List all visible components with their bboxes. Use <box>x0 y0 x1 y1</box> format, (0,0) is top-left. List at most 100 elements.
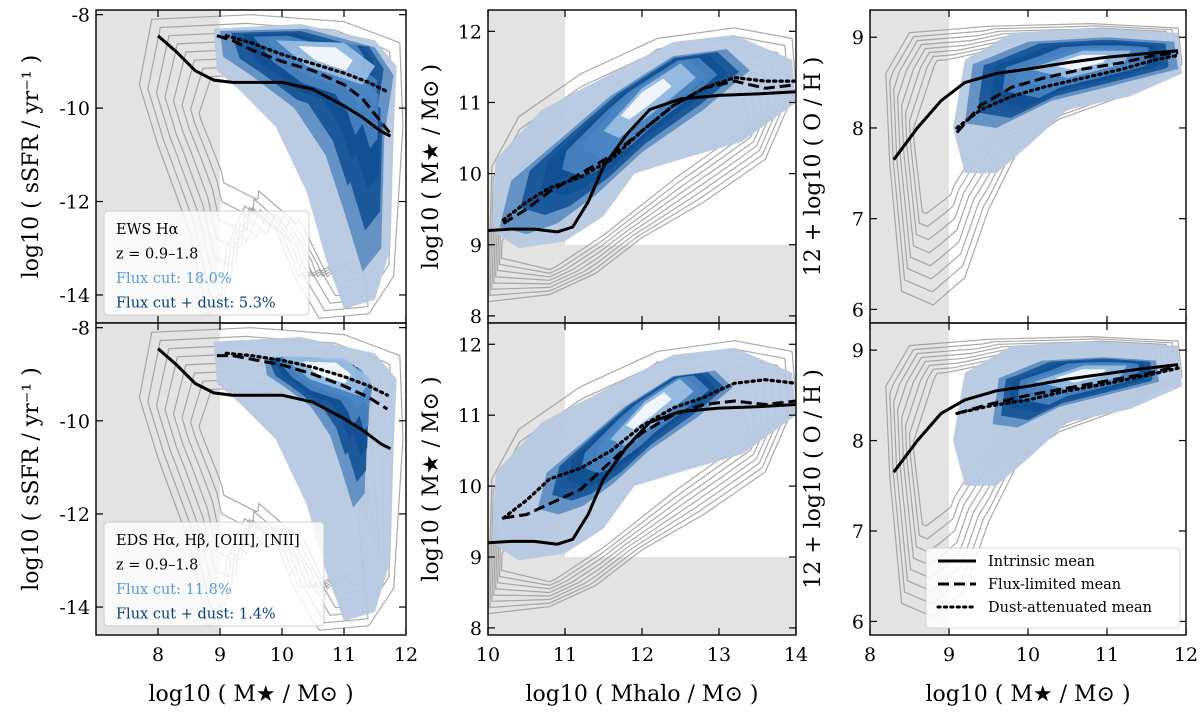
x-tick-label: 9 <box>214 644 226 666</box>
y-tick-label: 10 <box>458 476 482 498</box>
y-tick-label: 7 <box>852 521 864 543</box>
y-tick-label: 8 <box>470 306 482 328</box>
y-tick-label: 7 <box>852 209 864 231</box>
y-tick-label: 9 <box>852 340 864 362</box>
annotation-background <box>103 521 325 627</box>
y-tick-label: 6 <box>852 611 864 633</box>
plot-area-ews-shmr <box>488 10 796 323</box>
density-core <box>626 392 672 430</box>
series-dotted-line <box>501 76 796 222</box>
axes-frame <box>95 322 407 636</box>
annot-ews-fluxcut: Flux cut: 18.0% <box>116 271 232 287</box>
y-tick-label: 9 <box>470 235 482 257</box>
y-tick-label: -12 <box>59 504 90 526</box>
annot-ews-fluxdust: Flux cut + dust: 5.3% <box>116 296 276 312</box>
y-tick-label: -10 <box>59 98 90 120</box>
y-tick-label: 8 <box>852 118 864 140</box>
series-dashed-line <box>503 399 796 520</box>
plot-area-ews-mzr <box>870 10 1183 323</box>
panel-eds-ssfr: 8 9 10 11 12 -14 -12 -10 -8 log10 ( M★ / M⊙ ) log1… <box>19 318 418 707</box>
series-solid-line <box>488 403 796 546</box>
annot-eds-redshift: z = 0.9–1.8 <box>116 558 198 574</box>
legend-background <box>925 547 1181 629</box>
x-tick-label: 12 <box>394 644 418 666</box>
series-solid-line <box>892 363 1179 474</box>
annot-eds-fluxdust: Flux cut + dust: 1.4% <box>116 607 276 623</box>
y-tick-label: -12 <box>59 192 90 214</box>
x-axis-label: log10 ( Mhalo / M⊙ ) <box>526 682 759 707</box>
x-tick-label: 11 <box>332 644 356 666</box>
panel-ews-shmr: 8 9 10 11 12 log10 ( M★ / M⊙ ) <box>419 9 797 328</box>
x-tick-label: 10 <box>1016 644 1040 666</box>
y-tick-label: -8 <box>71 318 90 340</box>
y-tick-label: 12 <box>458 21 482 43</box>
y-axis-label: log10 ( M★ / M⊙ ) <box>419 376 444 581</box>
series-solid-line <box>157 347 392 451</box>
y-tick-label: -8 <box>71 5 90 27</box>
y-tick-label: 6 <box>852 299 864 321</box>
series-dotted-line <box>224 34 389 94</box>
x-tick-label: 13 <box>707 644 731 666</box>
panel-ews-ssfr: -14 -12 -10 -8 log10 ( sSFR / yr⁻¹ ) <box>19 5 407 324</box>
series-solid-line <box>892 49 1179 161</box>
x-tick-label: 8 <box>864 644 876 666</box>
y-tick-label: 9 <box>470 547 482 569</box>
parent-contour <box>488 27 796 303</box>
series-solid-line <box>488 90 796 234</box>
y-tick-label: 8 <box>852 431 864 453</box>
plot-area-eds-mzr <box>870 323 1183 635</box>
y-tick-label: -14 <box>59 285 90 307</box>
x-tick-label: 14 <box>784 644 808 666</box>
series-dashed-line <box>955 51 1179 134</box>
annotation-background <box>103 210 310 316</box>
y-tick-label: -10 <box>59 411 90 433</box>
y-tick-label: 9 <box>852 27 864 49</box>
y-tick-label: 8 <box>470 618 482 640</box>
legend-dust-attenuated-label: Dust-attenuated mean <box>988 600 1152 616</box>
x-tick-label: 12 <box>630 644 654 666</box>
y-axis-label: log10 ( M★ / M⊙ ) <box>419 64 444 269</box>
series-solid-line <box>157 34 392 138</box>
series-dashed-line <box>956 364 1179 415</box>
x-axis-label: log10 ( M★ / M⊙ ) <box>925 682 1130 707</box>
y-axis-label: 12 + log10 ( O / H ) <box>801 57 826 277</box>
panel-eds-mzr: 8 9 10 11 12 6 7 8 9 log10 ( M★ / M⊙ ) 12 + log10 … <box>801 322 1198 707</box>
series-dashed-line <box>216 354 389 411</box>
density-core <box>298 46 353 71</box>
series-dotted-line <box>955 366 1180 415</box>
y-axis-label: 12 + log10 ( O / H ) <box>801 369 826 589</box>
annot-eds-survey: EDS Hα, Hβ, [OIII], [NII] <box>116 533 300 549</box>
plot-area-ews-ssfr <box>96 10 404 323</box>
plot-area-eds-shmr <box>488 323 796 635</box>
legend-intrinsic-label: Intrinsic mean <box>988 554 1095 570</box>
series-dotted-line <box>224 351 389 397</box>
y-tick-label: 11 <box>458 92 482 114</box>
y-axis-label: log10 ( sSFR / yr⁻¹ ) <box>19 367 44 590</box>
x-tick-label: 10 <box>270 644 294 666</box>
x-tick-label: 11 <box>1095 644 1119 666</box>
x-tick-label: 11 <box>553 644 577 666</box>
x-tick-label: 9 <box>943 644 955 666</box>
y-tick-label: 11 <box>458 405 482 427</box>
parent-contour <box>488 340 796 615</box>
series-dashed-line <box>216 34 392 135</box>
annotation-box-eds: EDS Hα, Hβ, [OIII], [NII] z = 0.9–1.8 Flux… <box>103 521 325 627</box>
series-dotted-line <box>955 53 1180 130</box>
x-axis-label: log10 ( M★ / M⊙ ) <box>148 682 353 707</box>
series-dotted-line <box>501 378 796 520</box>
annotation-box-ews: EWS Hα z = 0.9–1.8 Flux cut: 18.0% Flux cut… <box>103 210 310 316</box>
x-tick-label: 8 <box>152 644 164 666</box>
panel-eds-shmr: 10 11 12 13 14 8 9 10 11 12 log10 ( Mhalo / M⊙ ) lo… <box>419 322 808 707</box>
annot-ews-survey: EWS Hα <box>116 222 179 238</box>
panel-ews-mzr: 6 7 8 9 12 + log10 ( O / H ) <box>801 9 1187 324</box>
annot-ews-redshift: z = 0.9–1.8 <box>116 247 198 263</box>
y-tick-label: 10 <box>458 164 482 186</box>
annot-eds-fluxcut: Flux cut: 11.8% <box>116 582 232 598</box>
y-tick-label: -14 <box>59 597 90 619</box>
legend: Intrinsic mean Flux-limited mean Dust-atte… <box>925 547 1181 629</box>
legend-flux-limited-label: Flux-limited mean <box>988 577 1121 593</box>
density-core <box>620 78 672 120</box>
y-tick-label: 12 <box>458 334 482 356</box>
x-tick-label: 12 <box>1174 644 1198 666</box>
